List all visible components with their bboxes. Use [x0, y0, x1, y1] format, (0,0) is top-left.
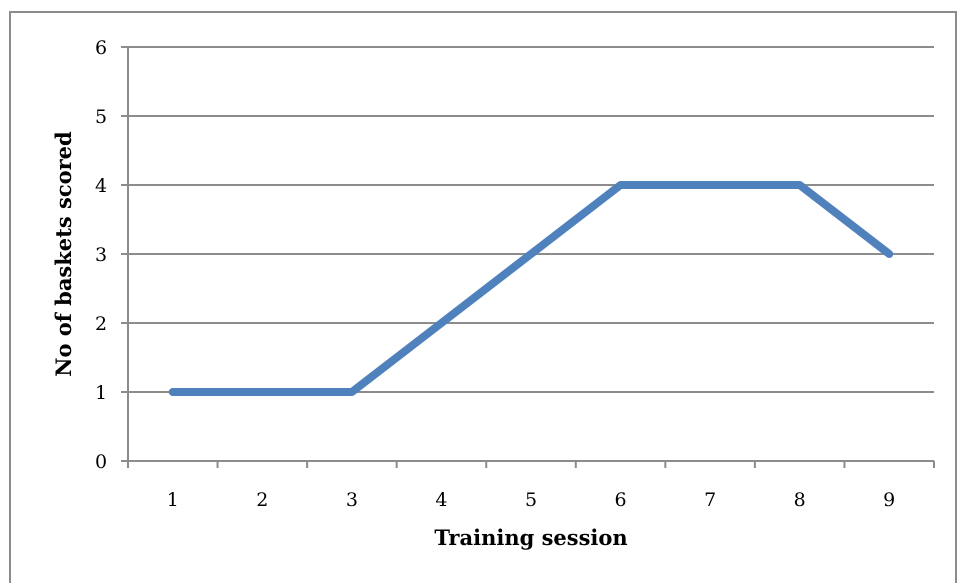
x-tick-label: 4: [435, 489, 447, 511]
y-tick-label: 6: [95, 37, 107, 59]
y-tick-label: 0: [95, 451, 107, 473]
y-tick-label: 1: [95, 382, 107, 404]
x-tick-label: 8: [794, 489, 806, 511]
x-tick-label: 1: [167, 489, 179, 511]
y-tick-label: 5: [95, 106, 107, 128]
y-axis-title: No of baskets scored: [51, 131, 76, 377]
x-tick-label: 9: [883, 489, 895, 511]
x-tick-label: 7: [704, 489, 716, 511]
chart-frame: [9, 11, 957, 583]
series-line: [168, 181, 894, 396]
y-tick-label: 4: [95, 175, 107, 197]
y-tick-label: 3: [95, 244, 107, 266]
x-tick-labels: 1 2 3 4 5 6 7 8 9: [167, 489, 896, 511]
x-tick-label: 2: [256, 489, 268, 511]
y-tick-labels: 0 1 2 3 4 5 6: [95, 37, 107, 473]
x-tick-label: 6: [615, 489, 627, 511]
x-axis-title: Training session: [434, 525, 627, 550]
x-tick-label: 5: [525, 489, 537, 511]
series: [168, 181, 894, 396]
x-tick-label: 3: [346, 489, 358, 511]
y-tick-label: 2: [95, 313, 107, 335]
axes: [121, 46, 935, 468]
gridlines: [128, 46, 934, 393]
